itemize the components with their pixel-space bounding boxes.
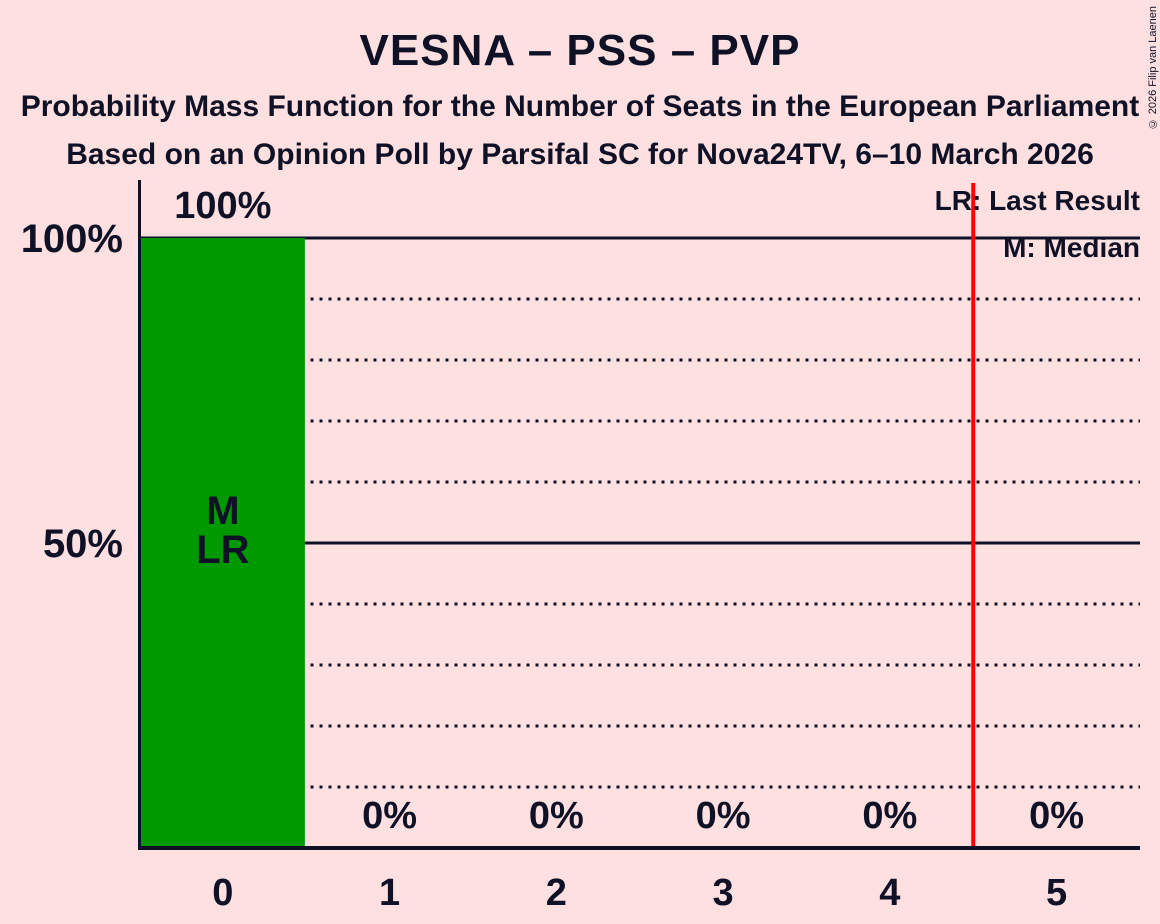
bar-value-label-1: 0%	[362, 795, 417, 837]
median-annotation: M	[206, 489, 239, 533]
bar-value-label-2: 0%	[529, 795, 584, 837]
copyright-notice: © 2026 Filip van Laenen	[1147, 6, 1159, 130]
bar-value-label-0: 100%	[174, 185, 271, 227]
chart-title: VESNA – PSS – PVP	[359, 26, 801, 75]
bar-0	[140, 238, 305, 848]
x-tick-label-2: 2	[546, 872, 567, 914]
x-tick-label-5: 5	[1046, 872, 1067, 914]
last-result-annotation: LR	[196, 528, 249, 572]
x-tick-label-3: 3	[713, 872, 734, 914]
x-tick-label-0: 0	[212, 872, 233, 914]
y-tick-label-50pct: 50%	[43, 522, 123, 566]
legend-last-result: LR: Last Result	[934, 185, 1140, 216]
y-tick-label-100pct: 100%	[21, 217, 123, 261]
bar-value-label-4: 0%	[862, 795, 917, 837]
chart-subtitle-line1: Probability Mass Function for the Number…	[20, 90, 1140, 123]
chart-subtitle-line2: Based on an Opinion Poll by Parsifal SC …	[66, 138, 1094, 171]
bar-value-label-5: 0%	[1029, 795, 1084, 837]
x-tick-label-4: 4	[879, 872, 900, 914]
x-tick-label-1: 1	[379, 872, 400, 914]
bar-value-label-3: 0%	[696, 795, 751, 837]
legend-median: M: Median	[1003, 232, 1140, 263]
